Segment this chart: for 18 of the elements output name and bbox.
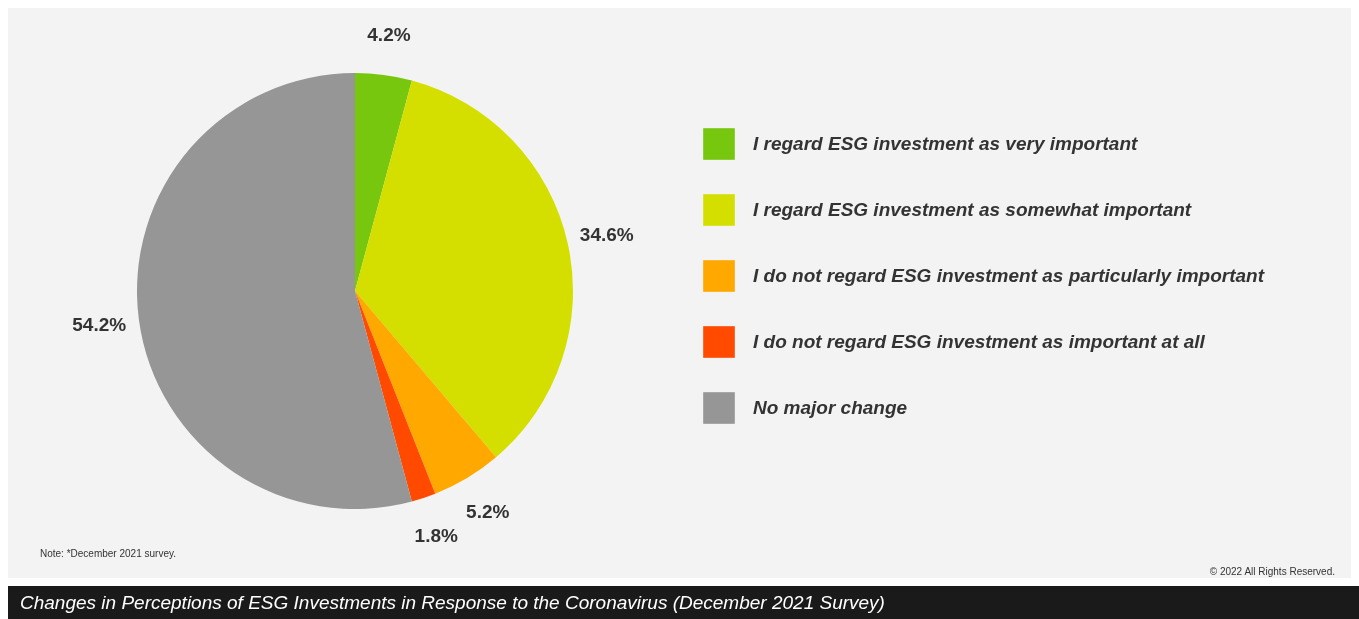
data-label: 54.2% <box>72 313 127 335</box>
text: © 2022 All Rights Reserved. <box>1209 566 1335 577</box>
legend-label: No major change <box>753 397 908 418</box>
pie-slice <box>355 291 497 494</box>
data-label: 1.8% <box>414 524 459 546</box>
legend-label: I regard ESG investment as somewhat important <box>753 199 1192 220</box>
legend-label: I do not regard ESG investment as particularly important <box>753 265 1265 286</box>
data-label: 5.2% <box>466 501 510 523</box>
pie-slice <box>137 73 412 509</box>
data-label: 4.2% <box>367 24 411 46</box>
pie-slice <box>355 291 436 502</box>
text: Changes in Perceptions of ESG Investments in Response to the Coronavirus (December 2021 Survey) <box>8 586 1359 619</box>
text: Note: *December 2021 survey. <box>40 548 176 559</box>
data-label: 34.6% <box>579 223 634 245</box>
legend-label: I regard ESG investment as very important <box>753 133 1139 154</box>
pie-slice <box>355 73 412 291</box>
pie-slice <box>355 80 573 458</box>
legend-label: I do not regard ESG investment as important at all <box>753 331 1206 352</box>
